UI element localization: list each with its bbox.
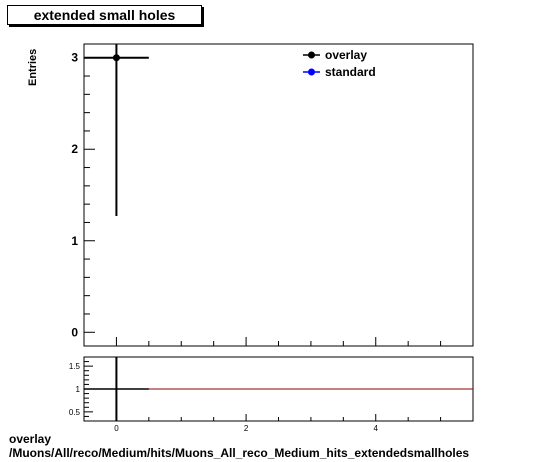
footer-line-2: /Muons/All/reco/Medium/hits/Muons_All_re… [9, 446, 470, 460]
y-tick-label: 0 [71, 325, 78, 339]
legend-label-overlay: overlay [325, 48, 367, 62]
x-tick-label: 4 [374, 424, 379, 433]
legend: overlay standard [303, 48, 376, 79]
data-point-marker [112, 54, 120, 62]
main-plot-frame [83, 43, 474, 347]
y-tick-label: 1 [71, 234, 78, 248]
ratio-y-tick-label: 0.5 [69, 408, 81, 417]
legend-marker-standard [308, 68, 315, 76]
ratio-y-tick-label: 1 [76, 385, 81, 394]
footer-line-1: overlay [9, 432, 52, 446]
x-tick-label: 2 [244, 424, 249, 433]
y-axis-label: Entries [27, 49, 39, 86]
legend-marker-overlay [308, 51, 315, 59]
chart-title-box: extended small holes [7, 5, 202, 25]
x-tick-label: 0 [114, 424, 119, 433]
y-tick-label: 2 [71, 142, 78, 156]
y-tick-label: 3 [71, 51, 78, 65]
ratio-y-tick-label: 1.5 [69, 362, 81, 371]
legend-label-standard: standard [325, 65, 376, 79]
chart-title: extended small holes [33, 7, 176, 23]
